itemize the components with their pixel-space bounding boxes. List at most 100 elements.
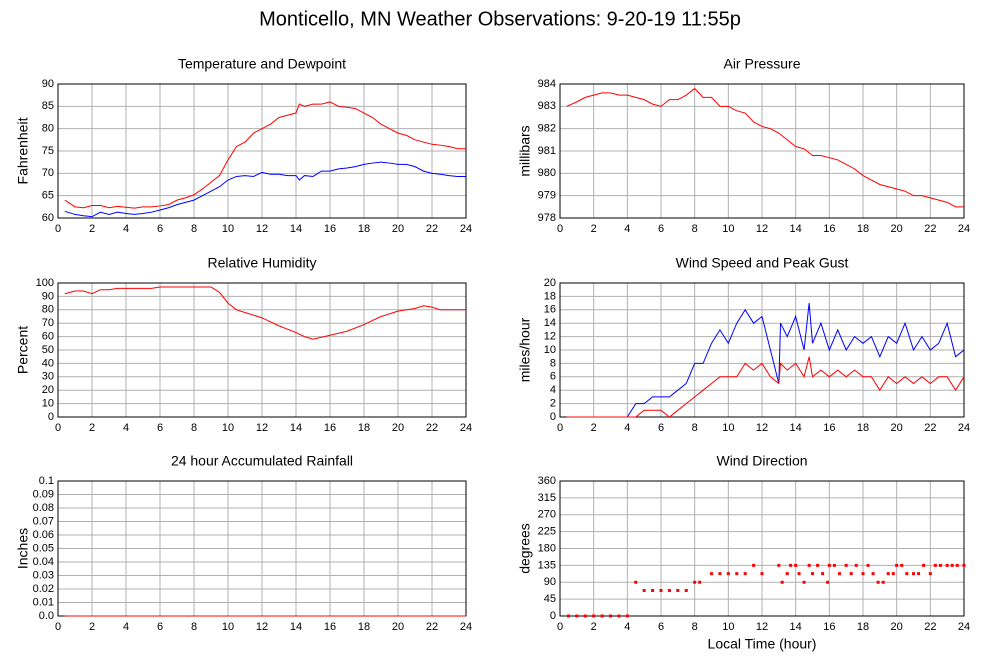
y-tick-label: 65 (42, 190, 54, 202)
y-tick-label: 982 (538, 123, 556, 135)
x-tick-label: 16 (324, 621, 336, 633)
x-tick-label: 22 (924, 422, 936, 434)
data-point (881, 580, 885, 584)
y-axis-label: degrees (517, 523, 533, 574)
y-tick-label: 0.07 (33, 515, 54, 527)
data-point (922, 563, 926, 567)
data-point (905, 572, 909, 576)
data-point (667, 589, 671, 592)
y-tick-label: 0.04 (33, 556, 54, 568)
x-tick-label: 20 (392, 422, 404, 434)
x-tick-label: 2 (89, 621, 95, 633)
x-tick-label: 18 (358, 422, 370, 434)
y-tick-label: 979 (538, 190, 556, 202)
data-point (871, 572, 875, 576)
x-tick-label: 0 (557, 223, 563, 235)
x-tick-label: 10 (222, 621, 234, 633)
data-point (797, 572, 801, 576)
data-point (676, 589, 680, 592)
x-tick-label: 6 (157, 621, 163, 633)
x-tick-label: 12 (256, 223, 268, 235)
y-axis-label: Fahrenheit (15, 117, 31, 184)
x-tick-label: 16 (324, 223, 336, 235)
data-point (827, 563, 831, 567)
y-tick-label: 60 (42, 331, 54, 343)
data-point (583, 614, 587, 618)
y-tick-label: 981 (538, 145, 556, 157)
data-point (566, 614, 570, 618)
x-tick-label: 24 (958, 621, 970, 633)
data-point (802, 580, 806, 584)
x-tick-label: 14 (290, 621, 302, 633)
y-tick-label: 135 (538, 559, 556, 571)
x-tick-label: 12 (756, 422, 768, 434)
x-tick-label: 10 (722, 422, 734, 434)
y-axis-label: Inches (15, 528, 31, 569)
x-axis-label: Local Time (hour) (708, 636, 817, 652)
x-tick-label: 2 (89, 223, 95, 235)
data-point (592, 614, 596, 618)
y-tick-label: 30 (42, 371, 54, 383)
x-tick-label: 10 (222, 223, 234, 235)
x-tick-label: 10 (222, 422, 234, 434)
x-tick-label: 2 (89, 422, 95, 434)
y-tick-label: 4 (550, 384, 556, 396)
x-tick-label: 18 (857, 621, 869, 633)
data-point (895, 563, 899, 567)
x-tick-label: 20 (891, 422, 903, 434)
y-tick-label: 18 (544, 290, 556, 302)
data-line (64, 286, 466, 340)
data-point (955, 563, 959, 567)
y-tick-label: 80 (42, 123, 54, 135)
data-point (780, 580, 784, 584)
x-tick-label: 14 (290, 422, 302, 434)
y-tick-label: 0.02 (33, 583, 54, 595)
y-tick-label: 50 (42, 344, 54, 356)
plot-frame (559, 480, 965, 617)
y-tick-label: 14 (544, 317, 556, 329)
x-tick-label: 2 (591, 621, 597, 633)
y-tick-label: 75 (42, 145, 54, 157)
x-tick-label: 6 (157, 223, 163, 235)
x-tick-label: 12 (756, 621, 768, 633)
y-axis-label: miles/hour (517, 317, 533, 382)
x-tick-label: 8 (692, 422, 698, 434)
page-title: Monticello, MN Weather Observations: 9-2… (259, 8, 741, 30)
data-point (684, 589, 688, 592)
data-point (832, 563, 836, 567)
data-point (821, 572, 825, 576)
x-tick-label: 18 (358, 621, 370, 633)
data-point (876, 580, 880, 584)
data-point (710, 572, 713, 576)
x-tick-label: 24 (958, 422, 970, 434)
x-tick-label: 0 (55, 422, 61, 434)
data-point (886, 572, 890, 576)
x-tick-label: 20 (891, 223, 903, 235)
x-tick-label: 16 (823, 223, 835, 235)
chart-title: Wind Direction (716, 453, 807, 469)
y-tick-label: 40 (42, 357, 54, 369)
data-point (849, 572, 853, 576)
data-point (837, 572, 841, 576)
y-tick-label: 20 (42, 384, 54, 396)
data-point (866, 563, 870, 567)
data-point (900, 563, 904, 567)
y-tick-label: 360 (538, 475, 556, 487)
data-point (938, 563, 942, 567)
y-tick-label: 90 (42, 290, 54, 302)
x-tick-label: 0 (557, 621, 563, 633)
y-tick-label: 0 (48, 411, 54, 423)
x-tick-label: 12 (756, 223, 768, 235)
y-tick-label: 0.03 (33, 569, 54, 581)
x-tick-label: 0 (557, 422, 563, 434)
y-tick-label: 0.0 (39, 610, 54, 622)
x-tick-label: 12 (256, 422, 268, 434)
x-tick-label: 8 (191, 223, 197, 235)
data-point (807, 563, 811, 567)
data-point (945, 563, 949, 567)
x-tick-label: 2 (591, 223, 597, 235)
x-tick-label: 14 (790, 223, 802, 235)
y-tick-label: 20 (544, 277, 556, 289)
x-tick-label: 6 (658, 422, 664, 434)
x-tick-label: 24 (958, 223, 970, 235)
